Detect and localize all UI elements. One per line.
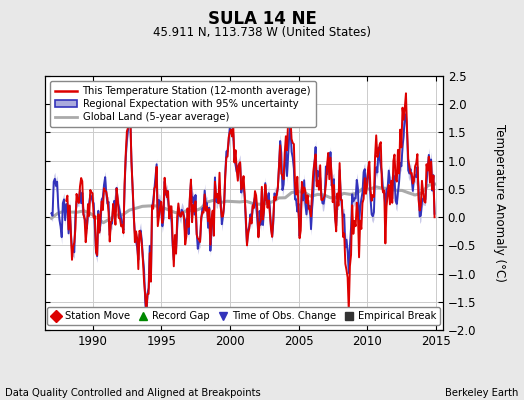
Text: 45.911 N, 113.738 W (United States): 45.911 N, 113.738 W (United States) <box>153 26 371 39</box>
Y-axis label: Temperature Anomaly (°C): Temperature Anomaly (°C) <box>493 124 506 282</box>
Legend: Station Move, Record Gap, Time of Obs. Change, Empirical Break: Station Move, Record Gap, Time of Obs. C… <box>47 307 440 325</box>
Text: Berkeley Earth: Berkeley Earth <box>445 388 519 398</box>
Text: Data Quality Controlled and Aligned at Breakpoints: Data Quality Controlled and Aligned at B… <box>5 388 261 398</box>
Text: SULA 14 NE: SULA 14 NE <box>208 10 316 28</box>
